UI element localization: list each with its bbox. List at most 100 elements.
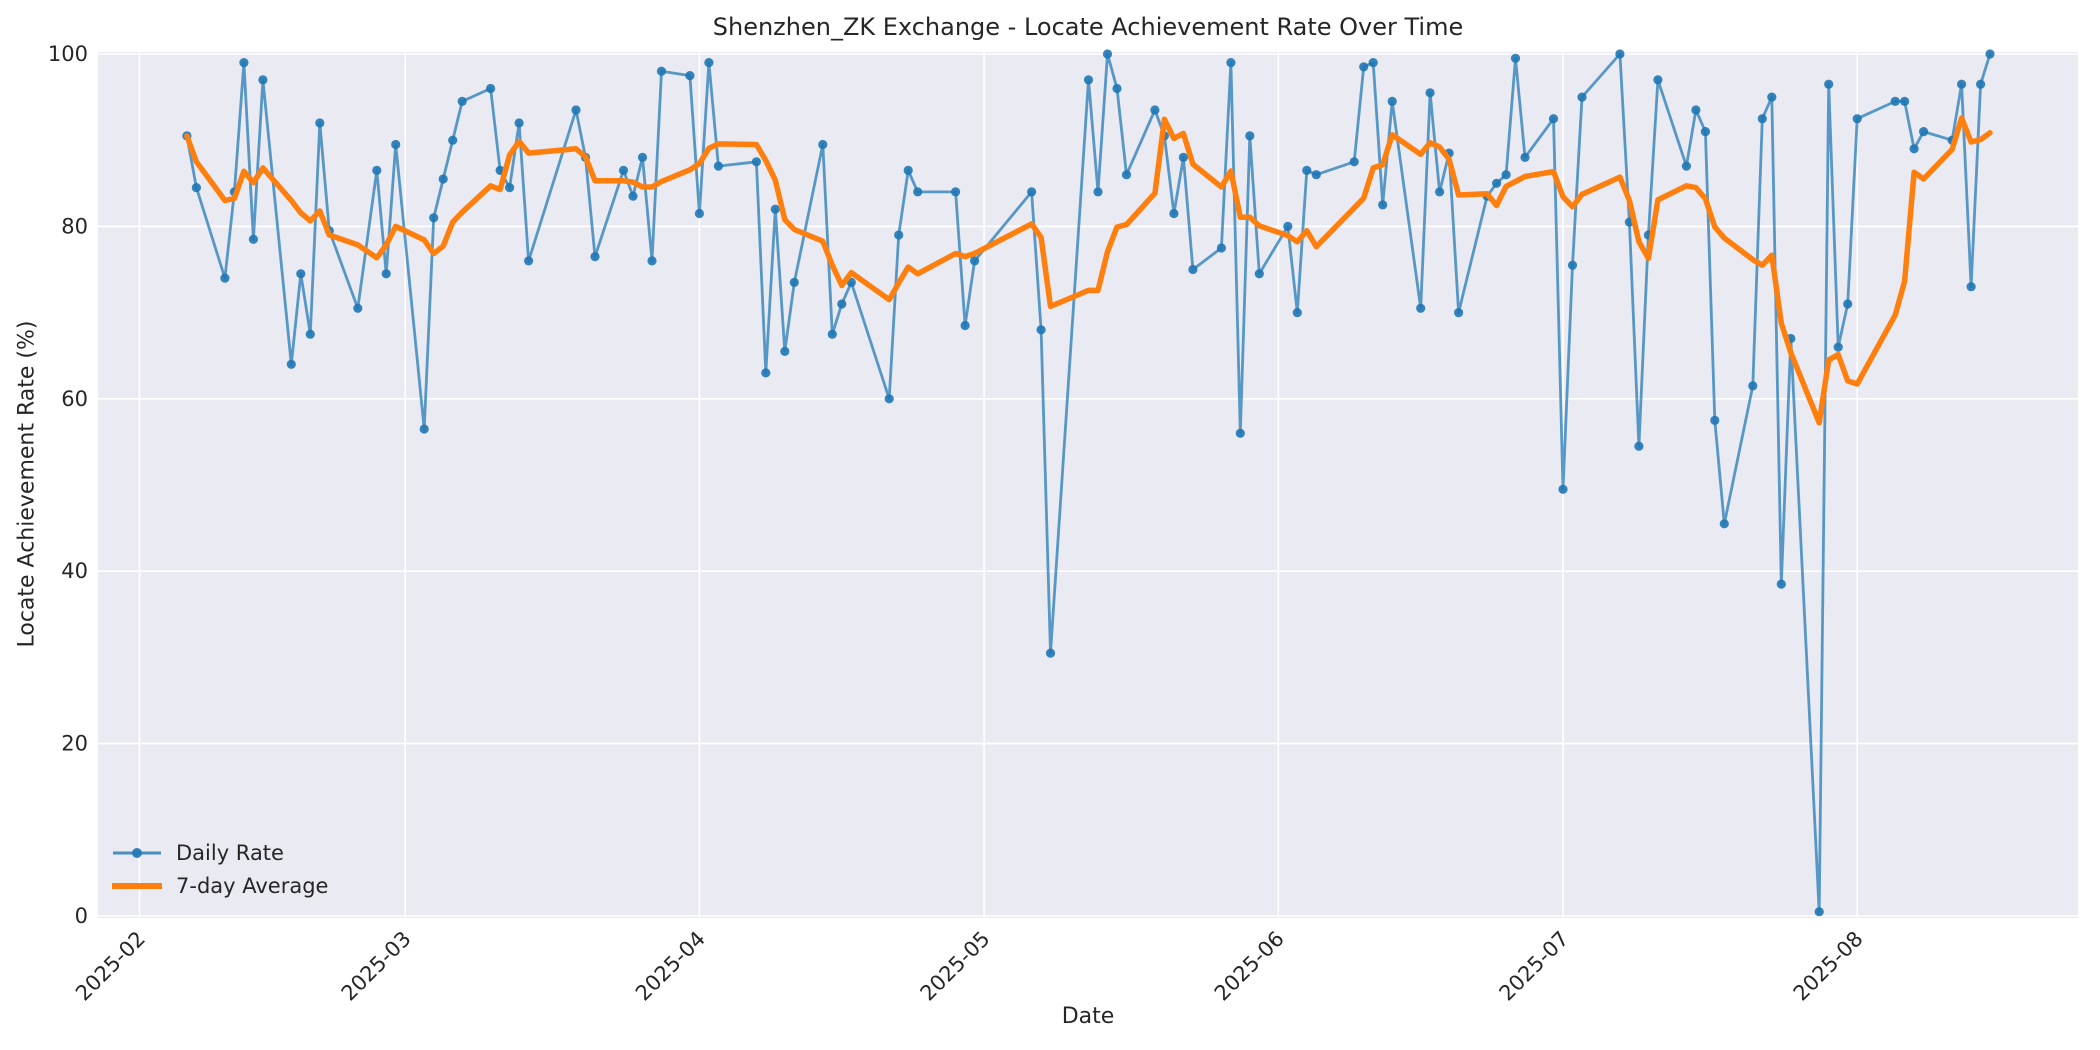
y-tick-label: 0 (75, 904, 88, 928)
daily-rate-marker (1349, 157, 1359, 167)
legend-item-daily-rate: Daily Rate (112, 841, 328, 865)
daily-rate-marker (1615, 49, 1625, 59)
daily-rate-marker (1235, 428, 1245, 438)
daily-rate-marker (1691, 105, 1701, 115)
daily-rate-marker (780, 346, 790, 356)
daily-rate-marker (1036, 325, 1046, 335)
seven-day-average-swatch-icon (112, 883, 162, 889)
daily-rate-marker (1150, 105, 1160, 115)
daily-rate-marker (1216, 243, 1226, 253)
daily-rate-marker (1843, 299, 1853, 309)
daily-rate-marker (1577, 92, 1587, 102)
plot-background (98, 52, 2078, 918)
daily-rate-marker (1710, 415, 1720, 425)
daily-rate-marker (248, 234, 258, 244)
daily-rate-marker (656, 66, 667, 76)
daily-rate-marker (1558, 484, 1568, 494)
daily-rate-marker (1302, 165, 1312, 175)
daily-rate-marker (1957, 79, 1967, 89)
daily-rate-marker (1178, 152, 1188, 162)
daily-rate-marker (1027, 187, 1037, 197)
daily-rate-marker (1976, 79, 1986, 89)
legend-item-7day-average: 7-day Average (112, 874, 328, 898)
daily-rate-marker (1681, 161, 1691, 171)
daily-rate-marker (618, 165, 629, 175)
x-axis-title: Date (1061, 1004, 1115, 1029)
daily-rate-marker (1776, 579, 1786, 589)
daily-rate-marker (903, 165, 913, 175)
daily-rate-marker (1226, 58, 1236, 68)
daily-rate-marker (704, 58, 714, 68)
daily-rate-marker (713, 161, 724, 171)
y-axis-title: Locate Achievement Rate (%) (14, 320, 40, 648)
daily-rate-marker (1757, 114, 1767, 124)
daily-rate-marker (647, 256, 657, 266)
daily-rate-marker (1833, 342, 1843, 352)
daily-rate-marker (1653, 75, 1663, 85)
daily-rate-marker (770, 204, 780, 214)
daily-rate-marker (524, 256, 534, 266)
daily-rate-marker (1292, 308, 1302, 318)
seven-day-average-line (184, 115, 1993, 426)
x-axis-tick-labels: 2025-02 2025-03 2025-04 2025-05 2025-06 2025-… (71, 927, 1868, 1006)
daily-rate-marker (1102, 49, 1113, 59)
daily-rate-marker (970, 256, 980, 266)
daily-rate-marker (1359, 62, 1369, 72)
daily-rate-marker (1510, 53, 1521, 63)
daily-rate-marker (220, 273, 230, 283)
daily-rate-marker (1909, 144, 1919, 154)
daily-rate-marker (1378, 200, 1388, 210)
x-tick-label: 2025-06 (1210, 927, 1289, 1006)
daily-rate-marker (1169, 208, 1179, 219)
x-tick-label: 2025-08 (1789, 927, 1868, 1006)
daily-rate-marker (1425, 88, 1435, 98)
daily-rate-marker (1919, 127, 1929, 137)
daily-rate-marker (1520, 152, 1530, 162)
daily-rate-marker (694, 208, 705, 219)
daily-rate-marker (457, 96, 467, 106)
legend-label-daily-rate: Daily Rate (176, 841, 284, 865)
daily-rate-marker (1852, 114, 1862, 124)
daily-rate-marker (960, 320, 970, 331)
daily-rate-marker (258, 75, 268, 85)
daily-rate-marker (1567, 260, 1578, 270)
daily-rate-marker (1454, 308, 1464, 318)
y-tick-label: 40 (61, 559, 88, 583)
daily-rate-marker (1188, 264, 1198, 275)
daily-rate-marker (391, 139, 401, 150)
daily-rate-marker (1634, 441, 1644, 451)
daily-rate-marker (1045, 648, 1056, 658)
daily-rate-marker (296, 269, 306, 279)
daily-rate-marker (894, 230, 904, 240)
x-tick-label: 2025-07 (1495, 927, 1574, 1006)
daily-rate-marker (353, 303, 363, 313)
x-tick-label: 2025-05 (916, 927, 995, 1006)
chart-title: Shenzhen_ZK Exchange - Locate Achievemen… (712, 13, 1464, 41)
daily-rate-marker (1311, 170, 1321, 180)
daily-rate-marker (305, 329, 315, 339)
daily-rate-marker (1416, 303, 1426, 313)
daily-rate-marker (1700, 127, 1710, 137)
daily-rate-marker (286, 359, 296, 369)
daily-rate-line (185, 52, 1992, 914)
daily-rate-series (182, 49, 1995, 917)
daily-rate-marker (1767, 92, 1777, 102)
daily-rate-marker (884, 394, 894, 404)
daily-rate-marker (448, 135, 458, 145)
daily-rate-marker (1501, 170, 1511, 180)
daily-rate-marker (1890, 96, 1900, 106)
daily-rate-marker (637, 152, 648, 162)
daily-rate-marker (628, 191, 638, 201)
x-tick-label: 2025-02 (71, 927, 150, 1006)
daily-rate-marker (827, 329, 837, 339)
y-tick-label: 20 (61, 732, 88, 756)
daily-rate-marker (1254, 269, 1264, 279)
daily-rate-marker (1121, 170, 1132, 180)
daily-rate-marker (818, 139, 828, 150)
daily-rate-marker (1435, 187, 1445, 197)
daily-rate-marker (1112, 83, 1122, 94)
daily-rate-marker (1492, 178, 1502, 188)
daily-rate-marker (1719, 519, 1729, 529)
